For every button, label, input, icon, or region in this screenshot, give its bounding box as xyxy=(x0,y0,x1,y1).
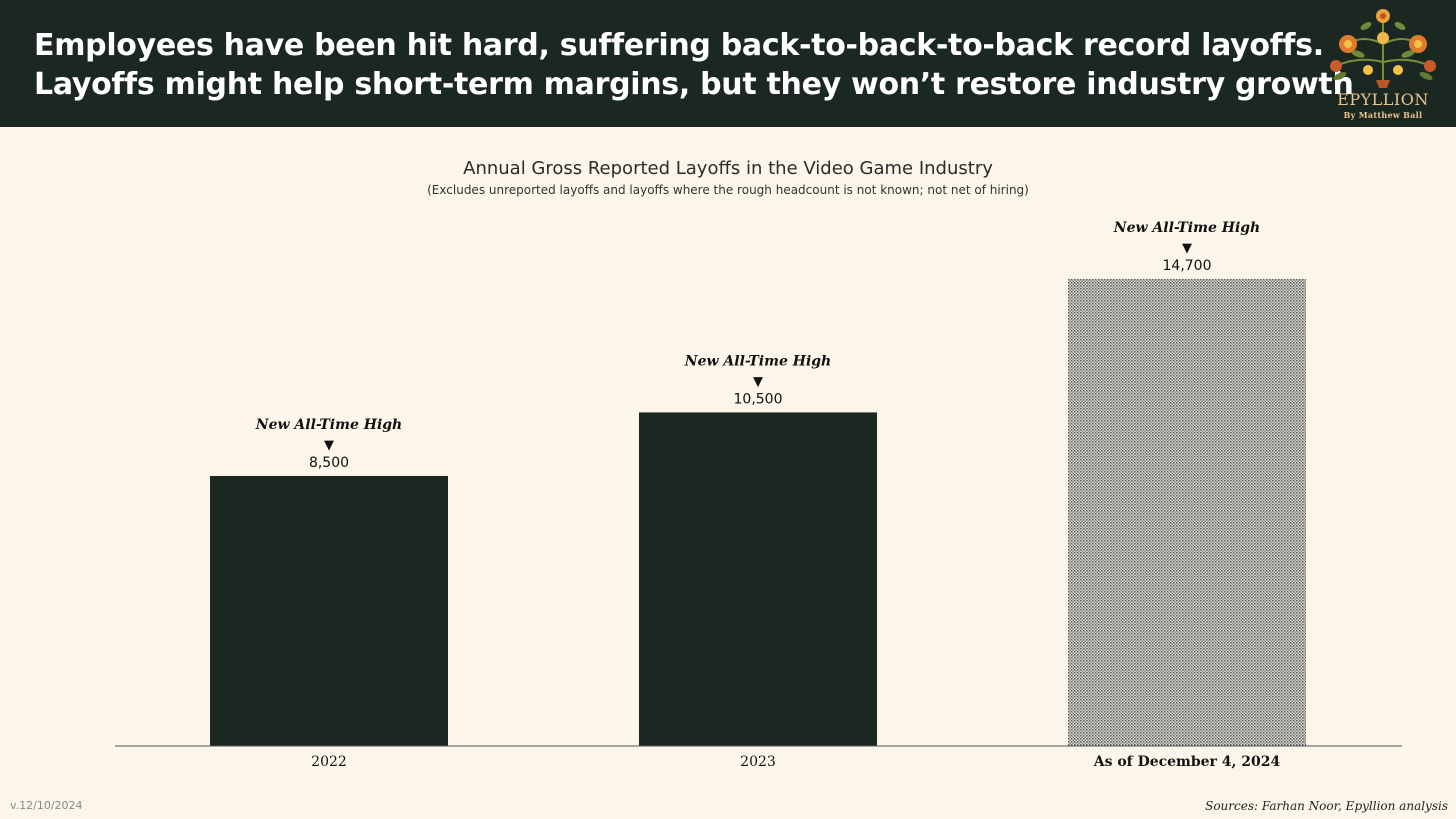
category-label-2: As of December 4, 2024 xyxy=(1093,754,1281,770)
annotation-label-2: New All-Time High xyxy=(1113,220,1260,236)
headline-line-2: Layoffs might help short-term margins, b… xyxy=(34,67,1354,102)
chart-title: Annual Gross Reported Layoffs in the Vid… xyxy=(463,158,993,179)
value-label-2: 14,700 xyxy=(1163,258,1212,274)
floral-emblem-icon xyxy=(1330,9,1436,88)
annotation-label-0: New All-Time High xyxy=(255,417,402,433)
chart-subtitle: (Excludes unreported layoffs and layoffs… xyxy=(427,183,1029,197)
bar-2 xyxy=(1068,279,1306,746)
sources-note: Sources: Farhan Noor, Epyllion analysis xyxy=(1205,799,1448,813)
annotation-label-1: New All-Time High xyxy=(684,353,831,369)
logo-byline: By Matthew Ball xyxy=(1343,110,1423,120)
version-label: v.12/10/2024 xyxy=(10,799,83,812)
value-label-1: 10,500 xyxy=(734,391,783,407)
category-label-1: 2023 xyxy=(740,754,776,770)
logo-wordmark: EPYLLION xyxy=(1337,90,1429,109)
header-banner: Employees have been hit hard, suffering … xyxy=(0,0,1456,127)
bar-1 xyxy=(639,412,877,746)
headline-line-1: Employees have been hit hard, suffering … xyxy=(34,28,1324,63)
category-label-0: 2022 xyxy=(311,754,347,770)
annotation-arrow-2: ▼ xyxy=(1182,241,1192,256)
bar-0 xyxy=(210,475,448,746)
value-label-0: 8,500 xyxy=(309,455,349,471)
annotation-arrow-0: ▼ xyxy=(324,438,334,453)
annotation-arrow-1: ▼ xyxy=(753,374,763,389)
epyllion-logo: EPYLLION By Matthew Ball xyxy=(1318,4,1448,124)
